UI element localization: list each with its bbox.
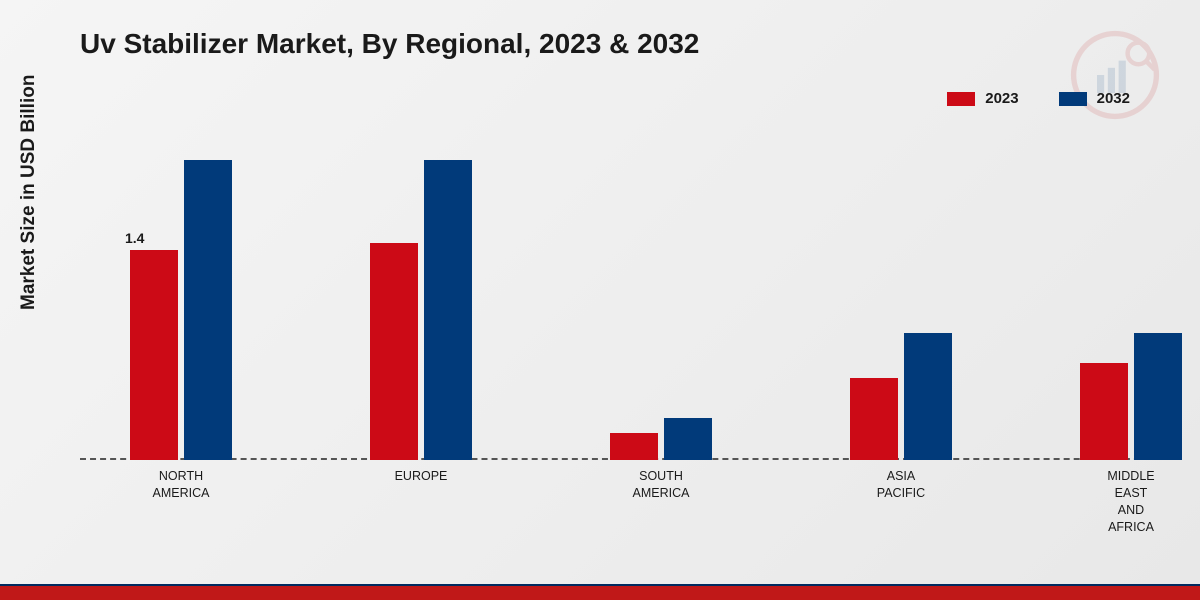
legend-swatch-2023 (947, 92, 975, 106)
plot-area: 1.4 (80, 130, 1160, 460)
bar-group (610, 418, 712, 460)
footer-accent-bar (0, 586, 1200, 600)
bar-value-label: 1.4 (125, 230, 144, 246)
bar (664, 418, 712, 460)
legend-item-2023: 2023 (947, 90, 1018, 107)
chart-title: Uv Stabilizer Market, By Regional, 2023 … (80, 28, 699, 60)
x-axis-category-label: ASIA PACIFIC (851, 468, 951, 502)
legend-label-2023: 2023 (985, 90, 1018, 107)
bar-group: 1.4 (130, 160, 232, 460)
bar (424, 160, 472, 460)
legend: 2023 2032 (947, 90, 1130, 107)
bar (184, 160, 232, 460)
bar (130, 250, 178, 460)
legend-label-2032: 2032 (1097, 90, 1130, 107)
x-axis-category-label: MIDDLE EAST AND AFRICA (1081, 468, 1181, 536)
x-axis-category-label: SOUTH AMERICA (611, 468, 711, 502)
bar (370, 243, 418, 461)
chart-container: Uv Stabilizer Market, By Regional, 2023 … (0, 0, 1200, 600)
bar (904, 333, 952, 461)
bar-group (850, 333, 952, 461)
bar (1134, 333, 1182, 461)
bar (850, 378, 898, 461)
y-axis-label: Market Size in USD Billion (18, 75, 40, 310)
x-axis-category-label: EUROPE (371, 468, 471, 485)
legend-swatch-2032 (1059, 92, 1087, 106)
legend-item-2032: 2032 (1059, 90, 1130, 107)
x-axis-category-label: NORTH AMERICA (131, 468, 231, 502)
bar (610, 433, 658, 460)
bar-group (1080, 333, 1182, 461)
bar-group (370, 160, 472, 460)
bar (1080, 363, 1128, 461)
x-axis-labels: NORTH AMERICA EUROPE SOUTH AMERICA ASIA PAC… (80, 468, 1160, 558)
